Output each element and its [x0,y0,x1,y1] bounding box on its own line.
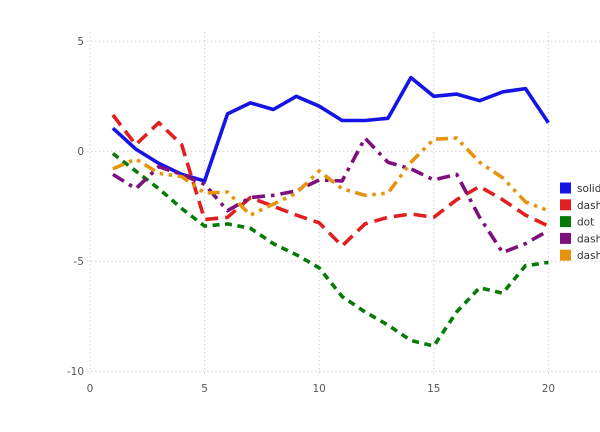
legend-swatch-dashdot [560,232,571,244]
y-tick-label: 5 [77,36,84,48]
x-tick-label: 20 [542,383,555,395]
legend-label-dash: dash [577,200,600,212]
legend-swatch-dot [560,216,571,228]
x-tick-label: 5 [201,383,208,395]
series-line-dot [111,152,549,348]
y-tick-label: -5 [74,256,84,268]
legend-label-solid: solid [577,183,600,195]
series-line-solid [111,75,550,183]
legend-swatch-dashdotdot [560,249,571,261]
x-tick-label: 0 [87,383,94,395]
y-tick-label: -10 [67,366,84,378]
legend-swatch-dash [560,199,571,211]
line-chart-canvas: 50-5-1005101520soliddashdotdashdotdashdo… [67,32,600,395]
x-tick-label: 10 [313,383,326,395]
series-line-dashdotdot [112,136,550,217]
x-tick-label: 15 [427,383,440,395]
line-chart-figure: 50-5-1005101520soliddashdotdashdotdashdo… [40,16,600,416]
legend-label-dot: dot [577,217,594,229]
legend-label-dashdotdot: dashdotdot [577,250,600,262]
series-line-dash [111,113,550,248]
y-tick-label: 0 [77,146,84,158]
series-line-dashdot [111,136,550,255]
legend-swatch-solid [560,182,571,194]
